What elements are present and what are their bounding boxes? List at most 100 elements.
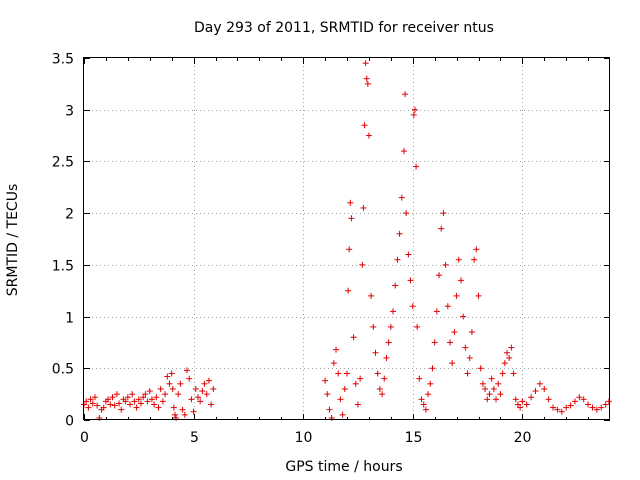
- data-point: [433, 308, 440, 315]
- data-point: [506, 354, 513, 361]
- x-tick-label: 0: [80, 430, 89, 446]
- data-point: [184, 367, 191, 374]
- data-point: [493, 396, 500, 403]
- data-point: [345, 287, 352, 294]
- data-point: [453, 292, 460, 299]
- data-point: [455, 256, 462, 263]
- data-point: [449, 360, 456, 367]
- data-point: [354, 401, 361, 408]
- data-point: [376, 385, 383, 392]
- data-point: [148, 396, 155, 403]
- data-point: [363, 75, 370, 82]
- data-point: [510, 370, 517, 377]
- data-point: [536, 380, 543, 387]
- data-point: [326, 406, 333, 413]
- data-point: [396, 230, 403, 237]
- data-point: [208, 401, 215, 408]
- data-point: [576, 394, 583, 401]
- data-point: [324, 391, 331, 398]
- data-point: [490, 385, 497, 392]
- data-point: [486, 391, 493, 398]
- data-point: [164, 373, 171, 380]
- data-point: [427, 380, 434, 387]
- data-point: [466, 354, 473, 361]
- data-point: [347, 199, 354, 206]
- data-point: [359, 261, 366, 268]
- data-point: [192, 385, 199, 392]
- data-point: [122, 398, 129, 405]
- data-point: [508, 344, 515, 351]
- data-point: [370, 323, 377, 330]
- y-tick-label: 3.5: [52, 52, 74, 68]
- data-point: [372, 349, 379, 356]
- data-point: [124, 394, 131, 401]
- data-point: [402, 91, 409, 98]
- data-point: [131, 398, 138, 405]
- data-point: [420, 401, 427, 408]
- data-point: [87, 396, 94, 403]
- data-point: [523, 401, 530, 408]
- data-point: [532, 388, 539, 395]
- data-point: [442, 261, 449, 268]
- data-point: [585, 401, 592, 408]
- data-point: [357, 375, 364, 382]
- data-point: [188, 396, 195, 403]
- data-point: [364, 80, 371, 87]
- data-point: [203, 391, 210, 398]
- data-point: [350, 334, 357, 341]
- data-point: [440, 210, 447, 217]
- data-point: [414, 323, 421, 330]
- data-point: [403, 210, 410, 217]
- data-point: [398, 194, 405, 201]
- y-tick-label: 2: [65, 207, 74, 223]
- data-point: [170, 404, 177, 411]
- data-point: [100, 404, 107, 411]
- data-point: [407, 277, 414, 284]
- data-point: [571, 398, 578, 405]
- data-point: [133, 404, 140, 411]
- data-point: [602, 401, 609, 408]
- data-point: [116, 400, 123, 407]
- data-point: [177, 380, 184, 387]
- data-point: [411, 106, 418, 113]
- data-point: [593, 406, 600, 413]
- data-point: [162, 391, 169, 398]
- data-point: [113, 391, 120, 398]
- data-point: [173, 414, 180, 421]
- data-point: [197, 398, 204, 405]
- data-point: [447, 339, 454, 346]
- data-point: [501, 360, 508, 367]
- x-tick-label: 15: [405, 430, 423, 446]
- data-point: [337, 396, 344, 403]
- data-point: [484, 396, 491, 403]
- data-point: [464, 370, 471, 377]
- data-point: [436, 272, 443, 279]
- data-point: [201, 380, 208, 387]
- data-point: [473, 246, 480, 253]
- x-axis-label: GPS time / hours: [285, 459, 402, 475]
- data-point: [330, 360, 337, 367]
- plot-frame: [83, 57, 610, 420]
- data-point: [199, 388, 206, 395]
- data-point: [142, 391, 149, 398]
- y-tick-label: 2.5: [52, 155, 74, 171]
- data-point: [425, 391, 432, 398]
- data-point: [482, 385, 489, 392]
- data-point: [457, 277, 464, 284]
- data-point: [477, 365, 484, 372]
- data-point: [83, 398, 90, 405]
- data-point: [107, 401, 114, 408]
- y-tick-label: 0.5: [52, 362, 74, 378]
- data-point: [429, 365, 436, 372]
- data-point: [528, 394, 535, 401]
- data-point: [210, 385, 217, 392]
- data-point: [462, 344, 469, 351]
- data-point: [144, 398, 151, 405]
- data-point: [168, 370, 175, 377]
- data-point: [598, 404, 605, 411]
- data-point: [550, 404, 557, 411]
- data-point: [109, 394, 116, 401]
- data-point: [605, 398, 612, 405]
- data-point: [335, 370, 342, 377]
